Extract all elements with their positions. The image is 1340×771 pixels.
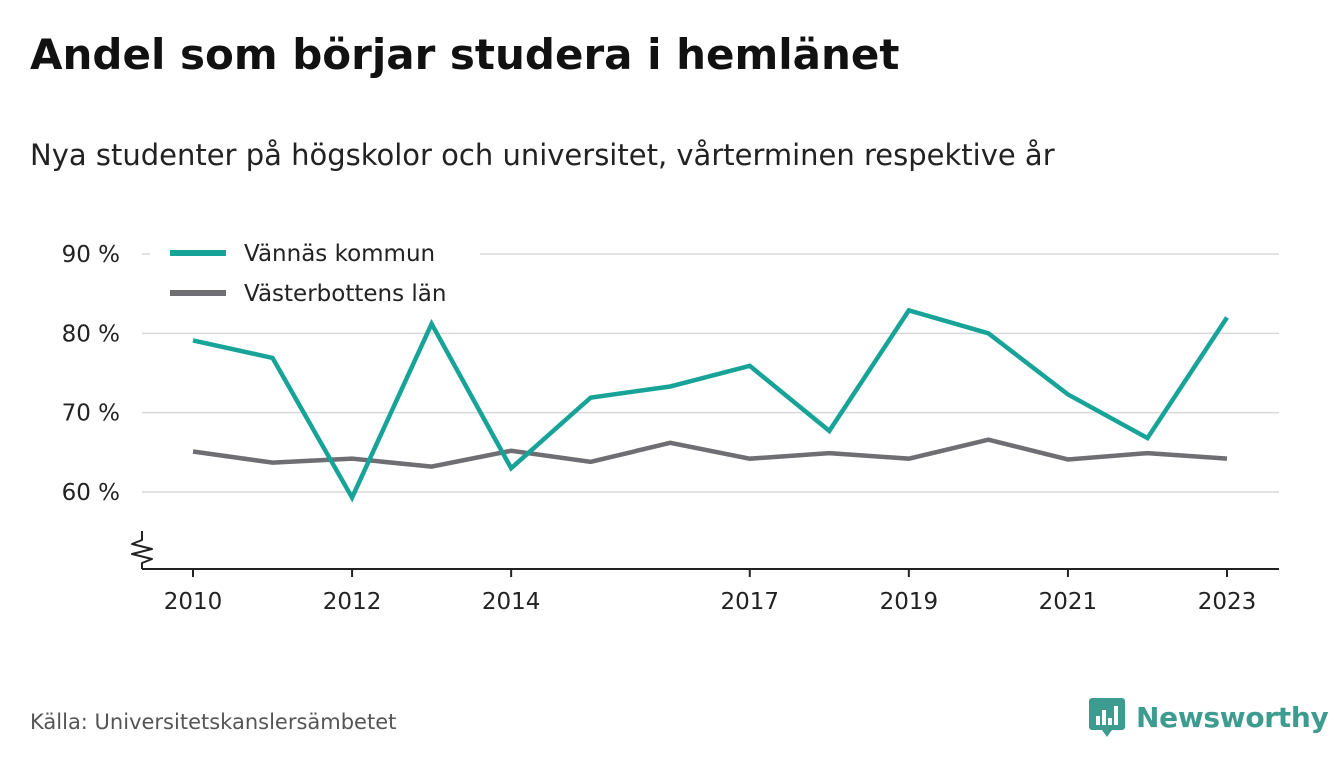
x-tick-label: 2017 <box>720 589 779 615</box>
x-tick-label: 2012 <box>323 589 382 615</box>
y-tick-label: 80 % <box>62 321 120 347</box>
legend: Vännäs kommun Västerbottens län <box>150 232 480 316</box>
y-axis-break-icon <box>131 531 153 569</box>
chart-subtitle: Nya studenter på högskolor och universit… <box>30 138 1055 172</box>
y-tick-label: 90 % <box>62 242 120 268</box>
x-tick-labels: 2010 2012 2014 2017 2019 2021 2023 <box>164 589 1257 615</box>
x-tick-label: 2014 <box>482 589 541 615</box>
chart-title: Andel som börjar studera i hemlänet <box>30 30 900 79</box>
series-line <box>192 437 1228 469</box>
series-lines <box>192 307 1229 503</box>
x-tick-label: 2019 <box>880 589 939 615</box>
brand-name: Newsworthy <box>1136 700 1329 734</box>
bar-chart-badge-icon <box>1089 698 1125 737</box>
y-tick-label: 70 % <box>62 401 120 427</box>
series-line <box>192 307 1229 503</box>
brand-logo[interactable]: Newsworthy <box>1088 696 1329 738</box>
legend-label: Vännäs kommun <box>244 241 435 267</box>
y-tick-label: 60 % <box>62 480 120 506</box>
x-tick-label: 2023 <box>1198 589 1257 615</box>
legend-background <box>150 232 480 316</box>
y-tick-labels: 90 % 80 % 70 % 60 % <box>62 242 120 506</box>
x-axis <box>131 531 1279 577</box>
source-note: Källa: Universitetskanslersämbetet <box>30 710 397 734</box>
x-tick-label: 2010 <box>164 589 223 615</box>
legend-label: Västerbottens län <box>244 281 446 307</box>
line-chart: 90 % 80 % 70 % 60 % 2010 2012 2014 2017 2019 202… <box>61 232 1279 615</box>
x-tick-label: 2021 <box>1039 589 1098 615</box>
